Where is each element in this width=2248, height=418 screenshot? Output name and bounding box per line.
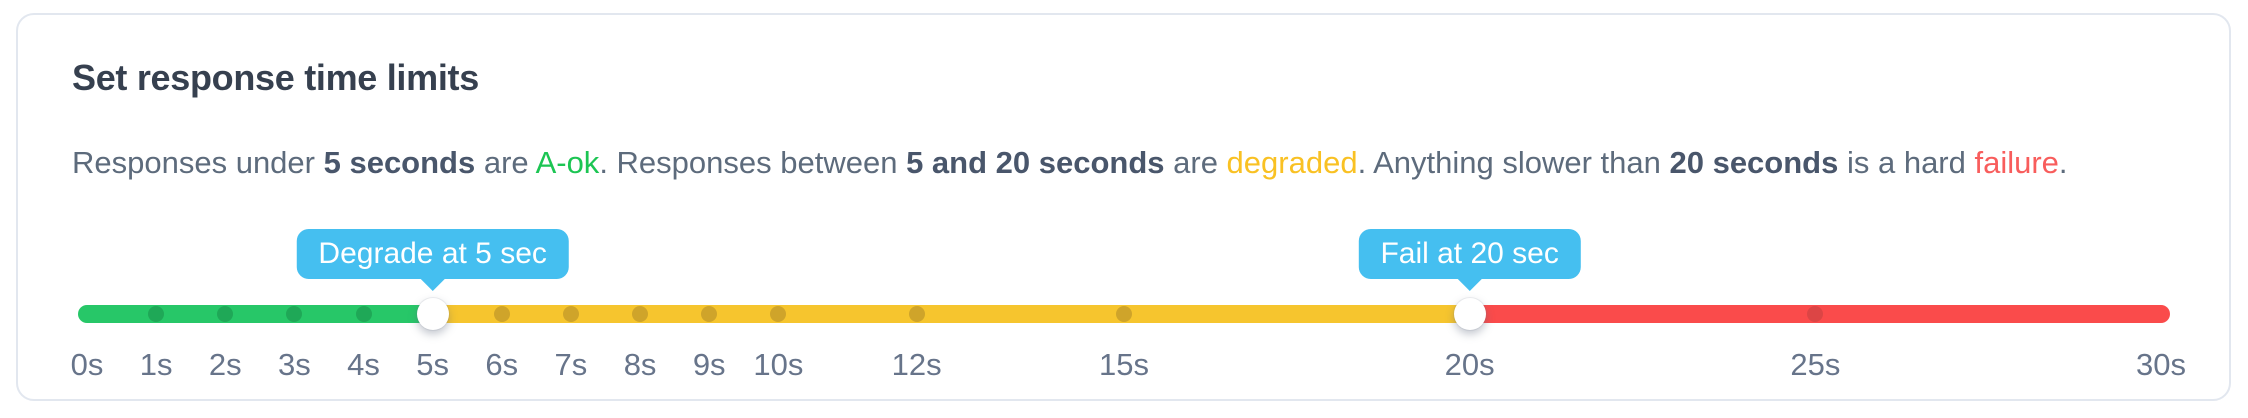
tick-label-20s: 20s <box>1444 347 1495 382</box>
tick-label-30s: 30s <box>2136 347 2186 382</box>
description-segment: are <box>1164 145 1227 180</box>
description-segment: failure <box>1974 145 2059 180</box>
tick-label-15s: 15s <box>1099 347 1149 382</box>
tick-label-2s: 2s <box>208 347 242 382</box>
track-dot <box>355 306 372 322</box>
description-segment: 5 seconds <box>323 145 476 180</box>
card-description: Responses under 5 seconds are A-ok. Resp… <box>72 141 2175 185</box>
track-segment-ok <box>78 305 433 323</box>
track-dot <box>770 306 787 322</box>
description-segment: Responses under <box>72 145 324 180</box>
description-segment: degraded <box>1226 145 1358 180</box>
description-segment: are <box>475 145 536 180</box>
degrade-tooltip: Degrade at 5 sec <box>296 229 569 279</box>
track-dot <box>148 306 165 322</box>
description-segment: 20 seconds <box>1669 145 1839 180</box>
response-time-limits-card: Set response time limits Responses under… <box>16 13 2231 401</box>
tick-label-1s: 1s <box>139 347 173 382</box>
slider-track-area: Degrade at 5 sec Fail at 20 sec 0s 1s 2s 3s 4s… <box>71 221 2186 389</box>
tick-label-5s: 5s <box>416 347 450 382</box>
description-segment: . Anything slower than <box>1357 145 1670 180</box>
description-segment: is a hard <box>1838 145 1975 180</box>
track-dot <box>286 306 303 322</box>
track-dot <box>701 306 718 322</box>
track-dot <box>217 306 234 322</box>
tick-label-6s: 6s <box>485 347 519 382</box>
tick-label-12s: 12s <box>891 347 942 382</box>
track-dot <box>562 306 579 322</box>
description-segment: . Responses between <box>599 145 907 180</box>
fail-handle[interactable] <box>1453 298 1486 330</box>
track-dot <box>632 306 649 322</box>
description-segment: 5 and 20 seconds <box>906 145 1165 180</box>
card-title: Set response time limits <box>72 57 479 98</box>
track-dot <box>908 306 925 322</box>
track-segment-degraded <box>432 305 1470 323</box>
tick-label-10s: 10s <box>753 347 804 382</box>
tick-label-8s: 8s <box>623 347 657 382</box>
slider-track[interactable] <box>78 305 2170 323</box>
tick-label-4s: 4s <box>347 347 380 382</box>
tick-label-25s: 25s <box>1790 347 1841 382</box>
tick-label-3s: 3s <box>278 347 311 382</box>
tick-label-0s: 0s <box>70 347 104 382</box>
track-dot <box>493 306 510 322</box>
description-segment: A-ok <box>535 145 600 180</box>
tick-label-7s: 7s <box>554 347 588 382</box>
track-dot <box>1807 306 1824 322</box>
fail-tooltip: Fail at 20 sec <box>1358 229 1581 279</box>
degrade-handle[interactable] <box>416 298 449 330</box>
response-time-slider: Degrade at 5 sec Fail at 20 sec 0s 1s 2s 3s 4s… <box>71 221 2186 389</box>
tick-label-9s: 9s <box>692 347 726 382</box>
description-segment: . <box>2058 145 2068 180</box>
track-dot <box>1116 306 1132 322</box>
